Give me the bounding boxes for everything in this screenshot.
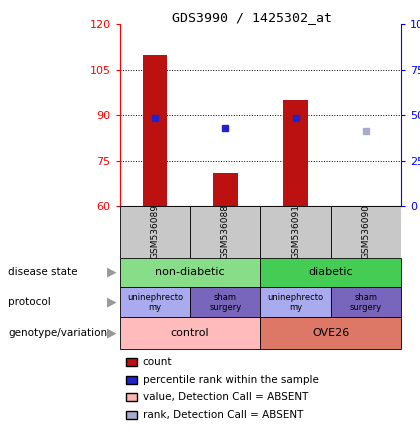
Bar bbox=[260, 317, 401, 349]
Bar bbox=[120, 258, 260, 287]
Text: disease state: disease state bbox=[8, 267, 78, 278]
Text: ▶: ▶ bbox=[107, 266, 116, 279]
Bar bbox=[142, 55, 167, 206]
Bar bbox=[260, 258, 401, 287]
Text: GSM536089: GSM536089 bbox=[150, 205, 159, 259]
Bar bbox=[120, 287, 190, 317]
Text: protocol: protocol bbox=[8, 297, 51, 307]
Text: sham
surgery: sham surgery bbox=[209, 293, 241, 312]
Text: ▶: ▶ bbox=[107, 326, 116, 340]
Bar bbox=[190, 206, 260, 258]
Text: genotype/variation: genotype/variation bbox=[8, 328, 108, 338]
Text: non-diabetic: non-diabetic bbox=[155, 267, 225, 278]
Text: sham
surgery: sham surgery bbox=[350, 293, 382, 312]
Text: uninephrecto
my: uninephrecto my bbox=[127, 293, 183, 312]
Text: GSM536091: GSM536091 bbox=[291, 205, 300, 259]
Text: diabetic: diabetic bbox=[308, 267, 353, 278]
Text: GSM536088: GSM536088 bbox=[221, 205, 230, 259]
Bar bbox=[120, 317, 260, 349]
Bar bbox=[260, 287, 331, 317]
Text: GDS3990 / 1425302_at: GDS3990 / 1425302_at bbox=[172, 11, 332, 24]
Bar bbox=[331, 206, 401, 258]
Text: GSM536090: GSM536090 bbox=[362, 205, 370, 259]
Text: ▶: ▶ bbox=[107, 296, 116, 309]
Bar bbox=[120, 206, 190, 258]
Text: count: count bbox=[143, 357, 172, 367]
Bar bbox=[283, 100, 308, 206]
Text: control: control bbox=[171, 328, 209, 338]
Bar bbox=[213, 173, 238, 206]
Bar bbox=[260, 206, 331, 258]
Text: uninephrecto
my: uninephrecto my bbox=[268, 293, 324, 312]
Text: rank, Detection Call = ABSENT: rank, Detection Call = ABSENT bbox=[143, 410, 303, 420]
Bar bbox=[190, 287, 260, 317]
Text: percentile rank within the sample: percentile rank within the sample bbox=[143, 375, 319, 385]
Bar bbox=[331, 287, 401, 317]
Text: OVE26: OVE26 bbox=[312, 328, 349, 338]
Text: value, Detection Call = ABSENT: value, Detection Call = ABSENT bbox=[143, 392, 308, 402]
